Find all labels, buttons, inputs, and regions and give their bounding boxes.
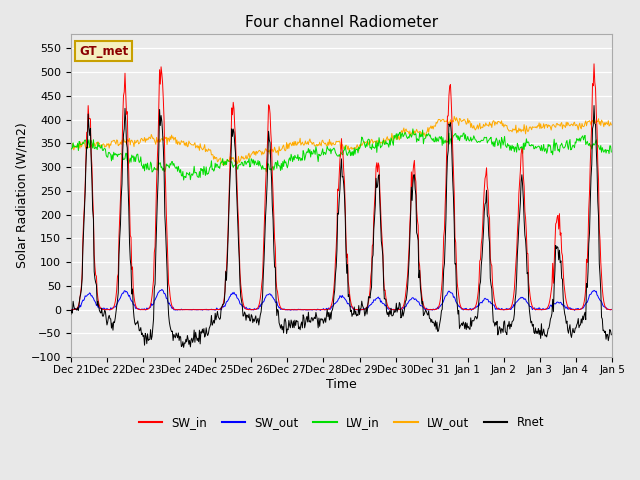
X-axis label: Time: Time bbox=[326, 378, 357, 391]
Title: Four channel Radiometer: Four channel Radiometer bbox=[245, 15, 438, 30]
Legend: SW_in, SW_out, LW_in, LW_out, Rnet: SW_in, SW_out, LW_in, LW_out, Rnet bbox=[134, 412, 549, 434]
Y-axis label: Solar Radiation (W/m2): Solar Radiation (W/m2) bbox=[15, 123, 28, 268]
Text: GT_met: GT_met bbox=[79, 45, 128, 58]
